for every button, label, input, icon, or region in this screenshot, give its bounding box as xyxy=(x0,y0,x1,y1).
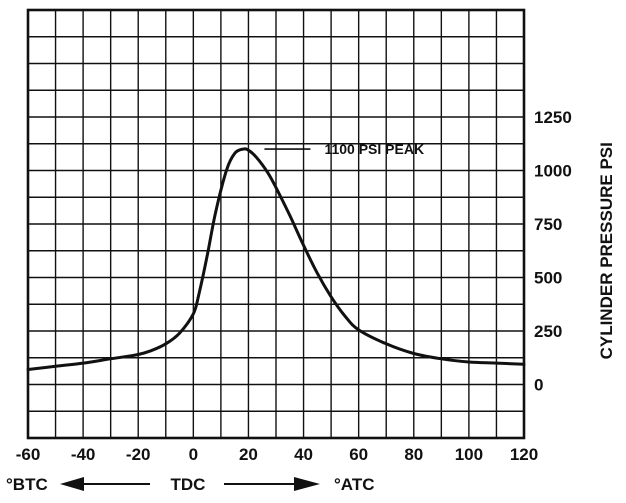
plot-frame xyxy=(26,8,526,440)
tdc-label: TDC xyxy=(171,475,206,494)
x-tick-label: 60 xyxy=(349,445,368,464)
y-tick-label: 500 xyxy=(534,269,562,288)
arrow-right-head xyxy=(294,477,320,491)
x-tick-label: 80 xyxy=(404,445,423,464)
grid xyxy=(27,9,525,439)
y-tick-labels: 0 250 500 750 1000 1250 xyxy=(534,108,572,395)
y-tick-label: 0 xyxy=(534,376,543,395)
arrow-right-icon xyxy=(224,477,320,491)
x-tick-label: -60 xyxy=(16,445,41,464)
y-tick-label: 1000 xyxy=(534,162,572,181)
pressure-curve xyxy=(26,147,526,371)
peak-annotation: 1100 PSI PEAK xyxy=(324,141,424,157)
x-tick-label: 100 xyxy=(455,445,483,464)
y-axis-label: CYLINDER PRESSURE PSI xyxy=(597,142,616,359)
x-tick-label: 40 xyxy=(294,445,313,464)
x-tick-label: -40 xyxy=(71,445,96,464)
y-tick-label: 250 xyxy=(534,322,562,341)
arrow-left-icon xyxy=(60,477,150,491)
y-tick-label: 1250 xyxy=(534,108,572,127)
x-tick-label: 0 xyxy=(189,445,198,464)
y-tick-label: 750 xyxy=(534,215,562,234)
x-tick-labels: -60 -40 -20 0 20 40 60 80 100 120 xyxy=(16,445,538,464)
x-tick-label: 20 xyxy=(239,445,258,464)
atc-label: °ATC xyxy=(334,475,374,494)
direction-legend: °BTC TDC °ATC xyxy=(6,475,374,494)
arrow-left-head xyxy=(60,477,84,491)
x-tick-label: -20 xyxy=(126,445,151,464)
btc-label: °BTC xyxy=(6,475,48,494)
x-tick-label: 120 xyxy=(510,445,538,464)
